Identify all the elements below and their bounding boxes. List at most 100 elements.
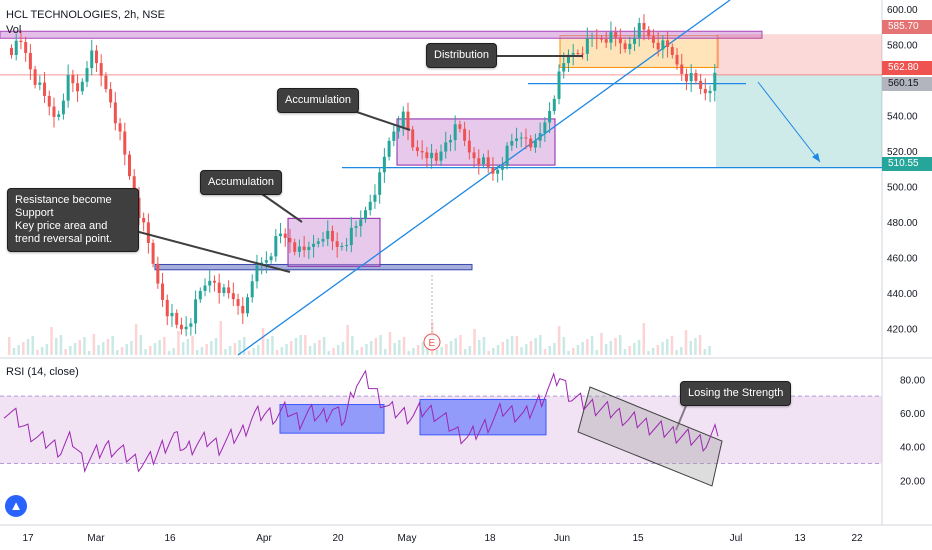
- candle-body: [548, 111, 552, 123]
- earnings-marker-label: E: [429, 338, 436, 349]
- volume-bar: [623, 349, 627, 355]
- volume-bar: [261, 328, 265, 355]
- candle-body: [411, 129, 415, 148]
- volume-bar: [106, 339, 110, 355]
- candle-body: [491, 167, 495, 174]
- candle-body: [104, 75, 108, 90]
- candle-body: [283, 233, 287, 238]
- chart-title: HCL TECHNOLOGIES, 2h, NSE: [6, 9, 165, 21]
- volume-bar: [92, 334, 96, 355]
- stop-loss-area: [716, 34, 882, 75]
- volume-bar: [214, 338, 218, 355]
- candle-body: [47, 95, 51, 107]
- volume-bar: [22, 342, 25, 355]
- candle-body: [312, 243, 316, 247]
- volume-bar: [703, 349, 707, 355]
- volume-bar: [294, 338, 298, 355]
- callout-distribution[interactable]: Distribution: [426, 43, 498, 68]
- candle-body: [255, 265, 259, 282]
- callout-accumulation-1[interactable]: Accumulation: [200, 170, 283, 195]
- callout-pointer-acc1: [261, 193, 303, 223]
- volume-bar: [590, 336, 594, 355]
- volume-bar: [266, 339, 269, 355]
- volume-bar: [111, 336, 114, 355]
- candle-body: [510, 140, 514, 146]
- candle-body: [581, 53, 585, 55]
- candle-body: [595, 37, 599, 39]
- candle-body: [222, 287, 226, 293]
- rsi-tick-label: 20.00: [900, 476, 925, 487]
- candle-body: [340, 246, 344, 248]
- candle-body: [194, 299, 198, 324]
- volume-bar: [614, 338, 617, 355]
- candle-body: [496, 169, 500, 174]
- candle-body: [519, 137, 523, 139]
- volume-bar: [656, 345, 660, 355]
- volume-bar: [482, 337, 486, 355]
- time-tick-label: 22: [851, 533, 863, 544]
- volume-bar: [59, 335, 63, 355]
- candle-body: [458, 124, 462, 129]
- earnings-marker-icon: [423, 333, 441, 351]
- callout-resistance-support[interactable]: Resistance become Support Key price area…: [7, 188, 139, 252]
- candle-body: [10, 47, 13, 56]
- candle-body: [444, 142, 448, 152]
- volume-bar: [64, 349, 67, 355]
- volume-bar: [205, 344, 208, 355]
- candle-body: [321, 239, 325, 242]
- candle-body: [378, 172, 382, 195]
- candle-body: [345, 245, 349, 247]
- volume-bar: [153, 343, 157, 355]
- candle-body: [316, 241, 320, 244]
- rsi-tick-label: 80.00: [900, 375, 925, 386]
- price-tick-label: 480.00: [887, 218, 918, 229]
- candle-body: [128, 154, 131, 177]
- callout-accumulation-2[interactable]: Accumulation: [277, 88, 360, 113]
- candle-body: [623, 43, 627, 50]
- volume-bar: [290, 341, 293, 355]
- candle-body: [699, 80, 703, 89]
- volume-bar: [186, 339, 190, 355]
- price-tick-label: 520.00: [887, 147, 918, 158]
- candle-body: [373, 194, 377, 202]
- rsi-line: [3, 369, 719, 473]
- volume-bar: [557, 326, 561, 355]
- candle-body: [392, 131, 396, 141]
- candle-body: [203, 285, 207, 291]
- volume-bar: [459, 335, 462, 355]
- candle-body: [463, 128, 467, 141]
- price-tag-target: 510.55: [882, 157, 932, 171]
- candle-body: [14, 40, 18, 56]
- volume-bar: [478, 340, 481, 355]
- candle-body: [302, 246, 306, 251]
- volume-bar: [31, 336, 34, 355]
- candle-body: [689, 72, 693, 82]
- volume-bar: [181, 342, 185, 355]
- volume-bar: [341, 342, 345, 355]
- price-tag-resistance: 585.70: [882, 20, 932, 34]
- candle-body: [274, 236, 278, 257]
- volume-bar: [562, 337, 566, 355]
- candle-body: [146, 222, 150, 243]
- volume-bar: [539, 335, 542, 355]
- candle-body: [368, 201, 372, 211]
- tradingview-logo-icon[interactable]: ▲: [5, 495, 27, 517]
- candle-body: [571, 52, 575, 55]
- callout-losing-strength[interactable]: Losing the Strength: [680, 381, 792, 406]
- volume-bar: [200, 347, 204, 355]
- candle-body: [279, 233, 283, 237]
- price-tick-label: 600.00: [887, 5, 918, 16]
- candle-body: [288, 237, 292, 243]
- candle-body: [57, 114, 61, 117]
- volume-bar: [252, 348, 255, 355]
- volume-bar: [600, 333, 603, 355]
- candle-body: [175, 312, 179, 325]
- volume-bar: [454, 338, 457, 355]
- volume-bar: [177, 331, 180, 355]
- volume-bar: [496, 345, 500, 355]
- volume-bar: [680, 347, 683, 355]
- volume-bar: [233, 343, 237, 355]
- volume-bar: [87, 351, 91, 355]
